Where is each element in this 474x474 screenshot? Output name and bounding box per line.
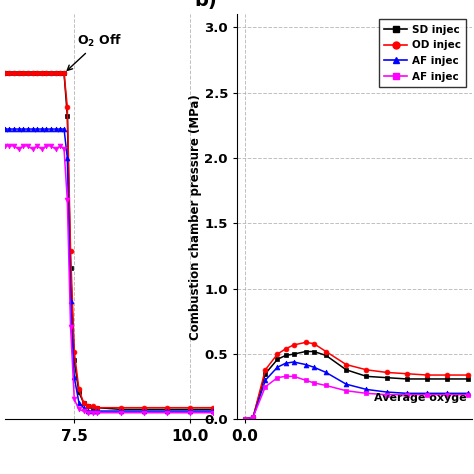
Legend: SD injec, OD injec, AF injec, AF injec: SD injec, OD injec, AF injec, AF injec <box>379 19 466 87</box>
Text: b): b) <box>195 0 218 10</box>
Y-axis label: Combustion chamber pressure (MPa): Combustion chamber pressure (MPa) <box>189 94 201 340</box>
Text: $\mathbf{O_2}$ $\mathbf{Off}$: $\mathbf{O_2}$ $\mathbf{Off}$ <box>67 33 122 70</box>
Text: Average oxyge: Average oxyge <box>374 393 467 403</box>
